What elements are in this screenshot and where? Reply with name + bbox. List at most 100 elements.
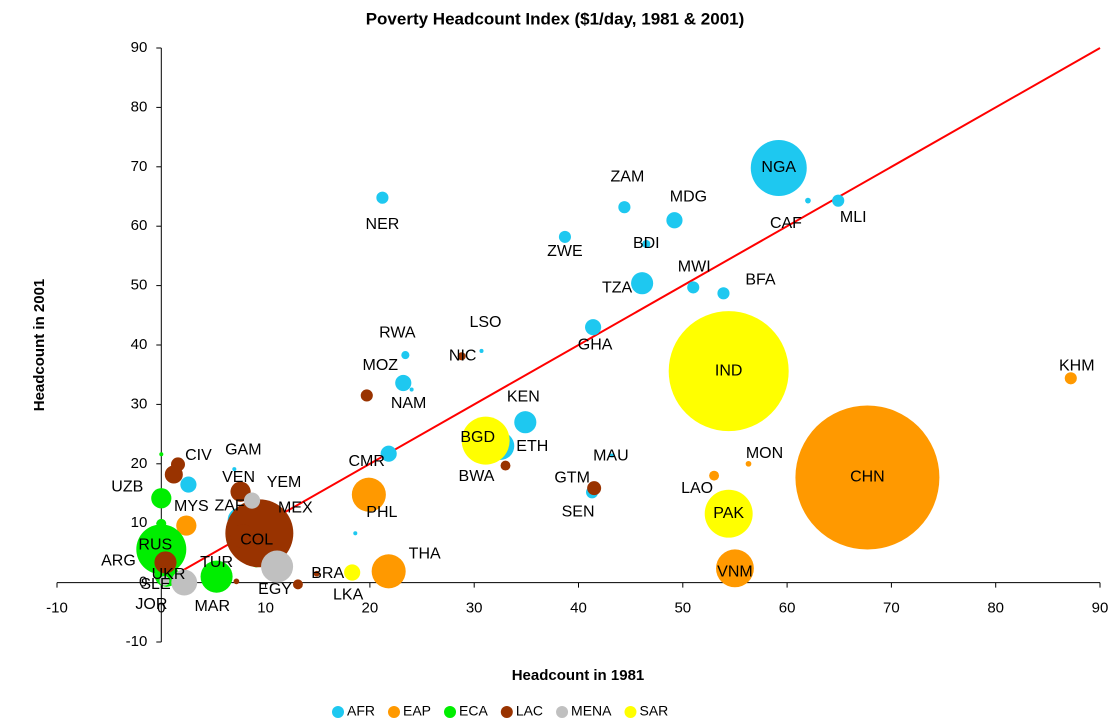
bubble [401, 351, 410, 360]
point-label: NAM [391, 395, 427, 412]
point-label: LAO [681, 480, 713, 497]
point-label: LKA [333, 587, 364, 604]
legend-label: ECA [459, 703, 488, 719]
y-tick-label: -10 [126, 633, 148, 650]
point-label: MEX [278, 500, 313, 517]
bubble [587, 481, 602, 496]
x-tick-label: 90 [1092, 600, 1109, 617]
bubble [395, 374, 412, 392]
point-label: UZB [111, 478, 143, 495]
legend: AFR EAP ECA LAC MENA SAR [332, 703, 668, 719]
point-label: TZA [602, 279, 633, 296]
x-tick-label: 0 [157, 600, 165, 617]
x-tick-label: 40 [570, 600, 587, 617]
point-label: BDI [633, 235, 660, 252]
y-tick-label: 30 [131, 395, 148, 412]
point-label: MON [746, 445, 783, 462]
point-label: CAF [770, 215, 802, 232]
point-label: RUS [138, 537, 172, 554]
bubble [668, 311, 789, 432]
point-label: MOZ [363, 357, 399, 374]
bubble [631, 272, 654, 295]
bubble [243, 492, 261, 509]
bubble [461, 416, 510, 465]
bubble [514, 411, 537, 434]
point-label: GHA [578, 336, 613, 353]
point-label: KEN [507, 388, 540, 405]
bubble [164, 465, 183, 484]
bubble [750, 139, 807, 196]
bubble [558, 230, 572, 243]
legend-label: SAR [640, 703, 669, 719]
legend-label: LAC [516, 703, 543, 719]
legend-marker [332, 706, 344, 718]
point-label: VEN [222, 469, 255, 486]
bubble [805, 197, 811, 204]
x-tick-label: 60 [779, 600, 796, 617]
bubble [292, 579, 303, 590]
point-label: KHM [1059, 357, 1095, 374]
point-label: ETH [516, 438, 548, 455]
bubble [687, 281, 700, 294]
point-label: THA [409, 546, 441, 563]
point-label: YEM [267, 474, 302, 491]
point-label: EGY [258, 581, 292, 598]
point-label: SLE [140, 576, 170, 593]
bubble [409, 387, 414, 392]
bubble [1064, 372, 1077, 385]
point-label: MAR [194, 598, 230, 615]
bubble [180, 476, 197, 493]
point-label: RWA [379, 324, 416, 341]
point-label: CIV [185, 447, 212, 464]
point-label: UKR [152, 566, 186, 583]
bubble [344, 564, 361, 581]
y-tick-label: 60 [131, 217, 148, 234]
x-tick-label: 70 [883, 600, 900, 617]
point-label: BWA [459, 468, 495, 485]
point-label: ZAM [611, 168, 645, 185]
point-label: COL [240, 531, 273, 548]
y-tick-label: 90 [131, 39, 148, 56]
bubble [479, 348, 484, 353]
x-axis-title: Headcount in 1981 [512, 667, 645, 684]
bubble [225, 499, 294, 568]
y-axis-title: Headcount in 2001 [31, 279, 48, 412]
bubble [200, 560, 233, 593]
y-tick-label: 10 [131, 514, 148, 531]
legend-label: MENA [571, 703, 612, 719]
x-tick-label: 50 [674, 600, 691, 617]
y-tick-label: 80 [131, 98, 148, 115]
bubble [176, 515, 197, 536]
point-label: NER [366, 216, 400, 233]
chart-title: Poverty Headcount Index ($1/day, 1981 & … [366, 9, 745, 28]
point-label: ZAF [214, 497, 244, 514]
bubble [666, 212, 683, 229]
bubble [313, 570, 320, 577]
y-tick-label: 0 [139, 574, 147, 591]
bubble [795, 405, 940, 550]
point-label: LSO [469, 314, 501, 331]
bubble [230, 524, 255, 549]
bubble [159, 452, 164, 457]
y-tick-label: 20 [131, 455, 148, 472]
y-tick-label: 70 [131, 158, 148, 175]
bubble [716, 549, 754, 588]
y-tick-label: 40 [131, 336, 148, 353]
legend-label: EAP [403, 703, 431, 719]
point-label: IND [715, 362, 743, 379]
bubble [232, 467, 237, 472]
point-label: NIC [449, 348, 477, 365]
bubble [709, 470, 720, 481]
point-label: NGA [761, 159, 796, 176]
point-label: BGD [460, 429, 495, 446]
x-tick-label: 20 [362, 600, 379, 617]
point-label: GTM [554, 469, 590, 486]
point-label: PHL [366, 504, 397, 521]
point-label: BRA [311, 565, 344, 582]
point-label: JOR [135, 596, 167, 613]
point-label: ZWE [547, 243, 583, 260]
bubble [618, 201, 631, 214]
bubble [151, 488, 172, 509]
point-label: PAK [713, 505, 744, 522]
